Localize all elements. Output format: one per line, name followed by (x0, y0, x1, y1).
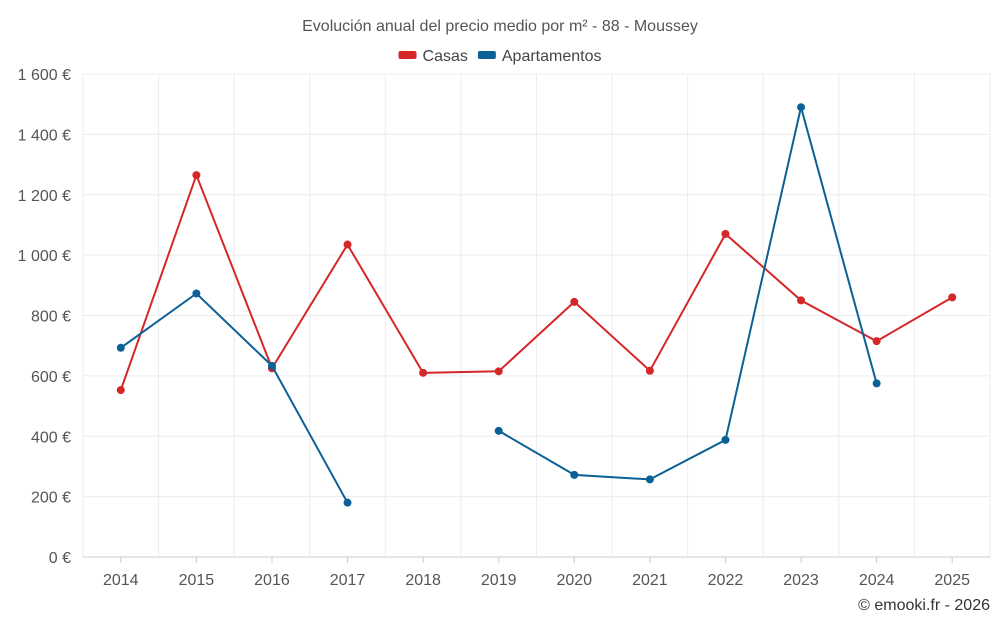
series-group (116, 103, 957, 507)
data-point (343, 240, 352, 249)
y-tick-label: 400 € (31, 429, 71, 446)
legend-label: Casas (423, 48, 468, 65)
x-tick-label: 2016 (254, 572, 290, 589)
data-point (570, 470, 579, 479)
chart-title: Evolución anual del precio medio por m² … (302, 18, 698, 35)
data-point (419, 368, 428, 377)
data-point (872, 337, 881, 346)
data-point (645, 366, 654, 375)
x-tick-label: 2018 (405, 572, 441, 589)
y-tick-label: 0 € (49, 550, 71, 567)
grid (82, 73, 991, 558)
data-point (116, 343, 125, 352)
x-tick-label: 2025 (934, 572, 970, 589)
data-point (570, 297, 579, 306)
data-point (116, 386, 125, 395)
credit-text: © emooki.fr - 2026 (858, 597, 990, 614)
series-line (119, 172, 953, 391)
y-tick-label: 1 400 € (18, 127, 71, 144)
x-tick-label: 2022 (708, 572, 744, 589)
legend-label: Apartamentos (502, 48, 602, 65)
data-point (721, 229, 730, 238)
y-tick-label: 1 000 € (18, 248, 71, 265)
y-axis: 0 € 200 € 400 € 600 € 800 € 1 000 € 1 200 € 1 4… (18, 67, 71, 567)
y-tick-label: 1 600 € (18, 67, 71, 84)
y-tick-label: 600 € (31, 369, 71, 386)
legend-item-apartamentos[interactable]: Apartamentos (477, 48, 602, 65)
data-point (494, 426, 503, 435)
x-tick-label: 2019 (481, 572, 517, 589)
x-tick-label: 2017 (330, 572, 366, 589)
data-point (645, 475, 654, 484)
x-tick-label: 2015 (179, 572, 215, 589)
x-tick-label: 2014 (103, 572, 139, 589)
y-tick-label: 800 € (31, 309, 71, 326)
data-point (948, 293, 957, 302)
x-tick-label: 2023 (783, 572, 819, 589)
y-tick-label: 200 € (31, 490, 71, 507)
data-point (494, 367, 503, 376)
data-point (872, 379, 881, 388)
data-point (192, 171, 201, 180)
series-line (120, 292, 349, 504)
data-point (267, 361, 276, 370)
data-point (797, 103, 806, 112)
data-point (797, 296, 806, 305)
x-tick-label: 2020 (556, 572, 592, 589)
series-apartamentos (116, 103, 881, 507)
series-line (498, 106, 878, 481)
legend-swatch (398, 51, 417, 59)
x-axis: 2014 2015 2016 2017 2018 2019 2020 2021 2022 2023… (83, 556, 990, 589)
y-tick-label: 1 200 € (18, 188, 71, 205)
legend: Casas Apartamentos (398, 48, 602, 65)
legend-swatch (477, 51, 496, 59)
x-tick-label: 2021 (632, 572, 668, 589)
legend-item-casas[interactable]: Casas (398, 48, 468, 65)
data-point (192, 289, 201, 298)
x-tick-label: 2024 (859, 572, 895, 589)
data-point (343, 498, 352, 507)
data-point (721, 435, 730, 444)
